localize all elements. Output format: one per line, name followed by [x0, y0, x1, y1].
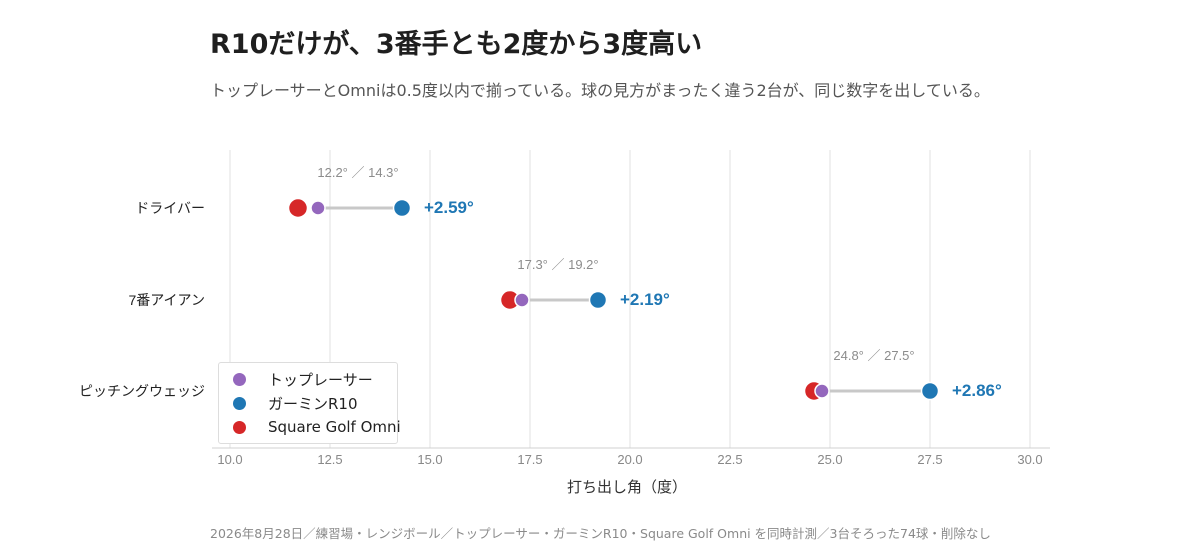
x-tick-label: 15.0 [417, 452, 442, 467]
dot-r10 [392, 198, 412, 218]
dot-toprace [814, 383, 830, 399]
dot-toprace [310, 200, 326, 216]
difference-label: +2.59° [424, 198, 474, 217]
legend-item-toprace: トップレーサー [219, 367, 397, 391]
x-tick-label: 30.0 [1017, 452, 1042, 467]
difference-label: +2.86° [952, 381, 1002, 400]
chart-title: R10だけが、3番手とも2度から3度高い [210, 29, 703, 60]
x-tick-label: 27.5 [917, 452, 942, 467]
legend-label-r10: ガーミンR10 [268, 394, 358, 413]
category-label: ピッチングウェッジ [79, 383, 205, 399]
legend: トップレーサー ガーミンR10 Square Golf Omni [218, 362, 401, 444]
difference-label: +2.19° [620, 290, 670, 309]
pair-value-label: 17.3° ／ 19.2° [517, 257, 598, 272]
footnote: 2026年8月28日／練習場・レンジボール／トップレーサー・ガーミンR10・Sq… [210, 526, 991, 541]
x-tick-label: 17.5 [517, 452, 542, 467]
legend-swatch-r10 [233, 396, 246, 410]
x-tick-label: 20.0 [617, 452, 642, 467]
pair-value-label: 12.2° ／ 14.3° [317, 165, 398, 180]
dot-r10 [920, 381, 940, 401]
legend-item-omni: Square Golf Omni [219, 415, 401, 439]
legend-swatch-toprace [233, 372, 246, 386]
category-label: 7番アイアン [128, 292, 205, 308]
pair-value-label: 24.8° ／ 27.5° [833, 348, 914, 363]
legend-swatch-omni [233, 420, 246, 434]
chart-subtitle: トップレーサーとOmniは0.5度以内で揃っている。球の見方がまったく違う2台が… [210, 81, 990, 100]
x-tick-label: 25.0 [817, 452, 842, 467]
dot-r10 [588, 290, 608, 310]
legend-label-toprace: トップレーサー [268, 370, 373, 389]
category-label: ドライバー [135, 200, 205, 216]
x-tick-label: 12.5 [317, 452, 342, 467]
legend-label-omni: Square Golf Omni [268, 418, 401, 436]
dot-omni [287, 197, 309, 219]
x-tick-label: 10.0 [217, 452, 242, 467]
x-axis-label: 打ち出し角（度） [567, 479, 687, 496]
legend-item-r10: ガーミンR10 [219, 391, 397, 415]
dot-toprace [514, 292, 530, 308]
x-tick-label: 22.5 [717, 452, 742, 467]
